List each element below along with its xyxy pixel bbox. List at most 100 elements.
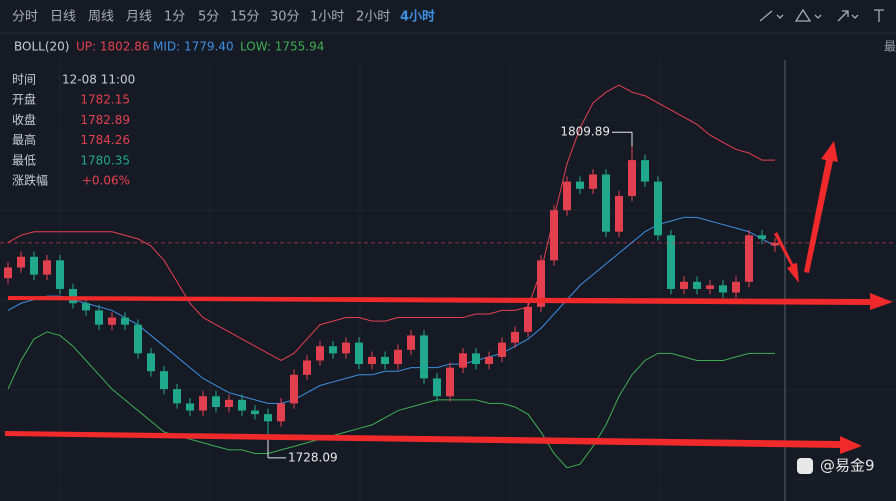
candle-body (446, 367, 454, 397)
arrow-horizontal (8, 293, 893, 310)
info-label: 时间 (12, 73, 36, 87)
candle-body (563, 181, 571, 211)
candle-body (537, 260, 545, 307)
boll-line (7, 216, 776, 404)
candle-body (69, 288, 77, 304)
indicator-name: BOLL(20) (14, 40, 69, 54)
candle-body (316, 346, 324, 361)
candle-body (212, 396, 220, 407)
legend-entry: LOW: 1755.94 (240, 40, 324, 54)
plot: 1809.89 1728.09 (0, 84, 896, 469)
candle-body (43, 260, 51, 275)
candle-body (615, 195, 623, 232)
candle-body (56, 260, 64, 289)
max-label: 1809.89 (560, 125, 610, 139)
candle-body (381, 356, 389, 365)
candle-body (303, 360, 311, 375)
info-label: 收盘 (12, 112, 36, 127)
annotation-arrows (5, 141, 893, 454)
boll-line (7, 84, 775, 362)
timeframe-tab[interactable]: 2小时 (356, 10, 390, 25)
arrow-tool-icon[interactable] (837, 10, 849, 22)
candle-body (732, 281, 740, 293)
legend-entry: MID: 1779.40 (153, 40, 234, 54)
info-value: 1782.15 (80, 93, 130, 107)
watermark: @易金9 (797, 457, 875, 475)
info-value: 1782.89 (80, 113, 130, 127)
candle-body (667, 235, 675, 289)
arrow-bottom (5, 431, 862, 454)
candle-body (394, 349, 402, 365)
candle-body (524, 306, 532, 332)
candle-body (173, 389, 181, 404)
timeframe-tab[interactable]: 周线 (88, 10, 114, 25)
tool-icons (759, 8, 884, 22)
info-value: 1784.26 (80, 133, 130, 147)
candle-body (745, 235, 753, 282)
candle-body (121, 317, 129, 325)
candle-body (576, 181, 584, 189)
info-label: 开盘 (12, 92, 36, 107)
watermark-icon (797, 458, 813, 474)
timeframe-tab[interactable]: 30分 (270, 10, 300, 25)
candle-body (420, 335, 428, 379)
candle-body (251, 410, 259, 415)
candle-body (147, 353, 155, 372)
candle-body (433, 378, 441, 397)
candle-body (108, 317, 116, 325)
timeframe-tab[interactable]: 15分 (230, 10, 260, 25)
candle-body (758, 235, 766, 239)
candle-body (719, 285, 727, 293)
info-label: 涨跌幅 (12, 173, 48, 188)
candle-body (329, 346, 337, 354)
shape-tool-icon[interactable] (794, 8, 812, 22)
timeframe-tab[interactable]: 1小时 (310, 10, 344, 25)
candle-body (459, 353, 467, 368)
dropdown (814, 14, 822, 19)
candle-body (160, 371, 168, 390)
candle-body (680, 281, 688, 289)
watermark-text: @易金9 (820, 457, 875, 475)
candle-body (355, 342, 363, 365)
toolbar: 分时 日线 周线 月线 1分 5分 15分 30分 1小时 2小时 4小时 (12, 9, 435, 25)
legend: UP: 1802.86 MID: 1779.40 LOW: 1755.94 (76, 40, 324, 54)
info-panel: 时间 12-08 11:00 开盘 1782.15 收盘 1782.89 最高 1784.26… (12, 73, 135, 188)
candle-body (771, 242, 779, 246)
candle-body (472, 353, 480, 365)
candle-body (186, 403, 194, 411)
timeframe-tab[interactable]: 5分 (198, 10, 219, 25)
candle-body (342, 342, 350, 354)
candle-body (290, 374, 298, 404)
candle-body (407, 335, 415, 350)
dropdown (776, 14, 784, 19)
candle-body (368, 356, 376, 365)
timeframe-tab[interactable]: 月线 (126, 10, 152, 25)
candle-body (628, 160, 636, 196)
arrow-small (774, 232, 799, 283)
info-label: 最低 (12, 153, 36, 167)
text-tool-icon[interactable] (874, 9, 884, 22)
candle-body (602, 174, 610, 232)
candle-body (589, 174, 597, 189)
candle-body (485, 356, 493, 365)
candle-body (277, 403, 285, 422)
candle-body (30, 256, 38, 275)
arrow-up (804, 141, 838, 273)
info-label: 最高 (12, 132, 36, 147)
candle-body (550, 210, 558, 261)
line-tool-icon[interactable] (759, 10, 773, 22)
candle-body (693, 281, 701, 289)
dropdown (851, 14, 859, 19)
candle-body (641, 160, 649, 182)
candle-body (82, 303, 90, 311)
candle-body (134, 324, 142, 354)
candle-body (264, 414, 272, 422)
candle-body (498, 342, 506, 357)
timeframe-tab[interactable]: 1分 (164, 10, 185, 25)
candle-body (199, 396, 207, 411)
timeframe-tab[interactable]: 分时 (12, 10, 38, 25)
timeframe-tab[interactable]: 日线 (50, 10, 76, 25)
timeframe-tab[interactable]: 4小时 (400, 9, 435, 25)
info-value: 1780.35 (80, 153, 130, 167)
